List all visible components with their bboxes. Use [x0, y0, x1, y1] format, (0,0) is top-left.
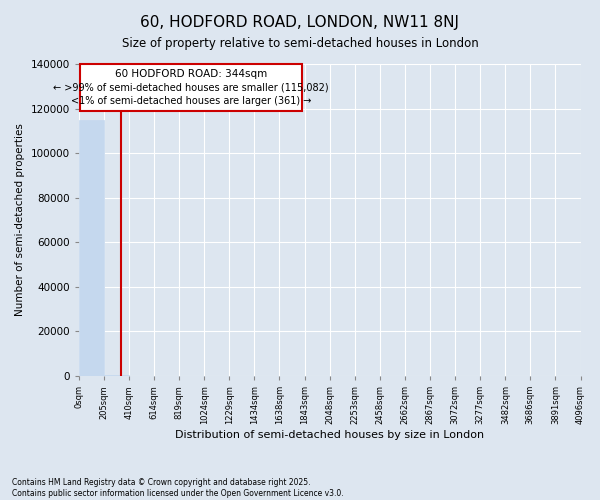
- Text: 60 HODFORD ROAD: 344sqm: 60 HODFORD ROAD: 344sqm: [115, 70, 267, 80]
- Bar: [79, 120, 104, 376]
- Bar: [104, 375, 129, 376]
- Text: <1% of semi-detached houses are larger (361) →: <1% of semi-detached houses are larger (…: [71, 96, 311, 106]
- Y-axis label: Number of semi-detached properties: Number of semi-detached properties: [15, 124, 25, 316]
- FancyBboxPatch shape: [80, 64, 302, 111]
- X-axis label: Distribution of semi-detached houses by size in London: Distribution of semi-detached houses by …: [175, 430, 484, 440]
- Text: ← >99% of semi-detached houses are smaller (115,082): ← >99% of semi-detached houses are small…: [53, 82, 329, 92]
- Text: Contains HM Land Registry data © Crown copyright and database right 2025.
Contai: Contains HM Land Registry data © Crown c…: [12, 478, 344, 498]
- Text: 60, HODFORD ROAD, LONDON, NW11 8NJ: 60, HODFORD ROAD, LONDON, NW11 8NJ: [140, 15, 460, 30]
- Text: Size of property relative to semi-detached houses in London: Size of property relative to semi-detach…: [122, 38, 478, 51]
